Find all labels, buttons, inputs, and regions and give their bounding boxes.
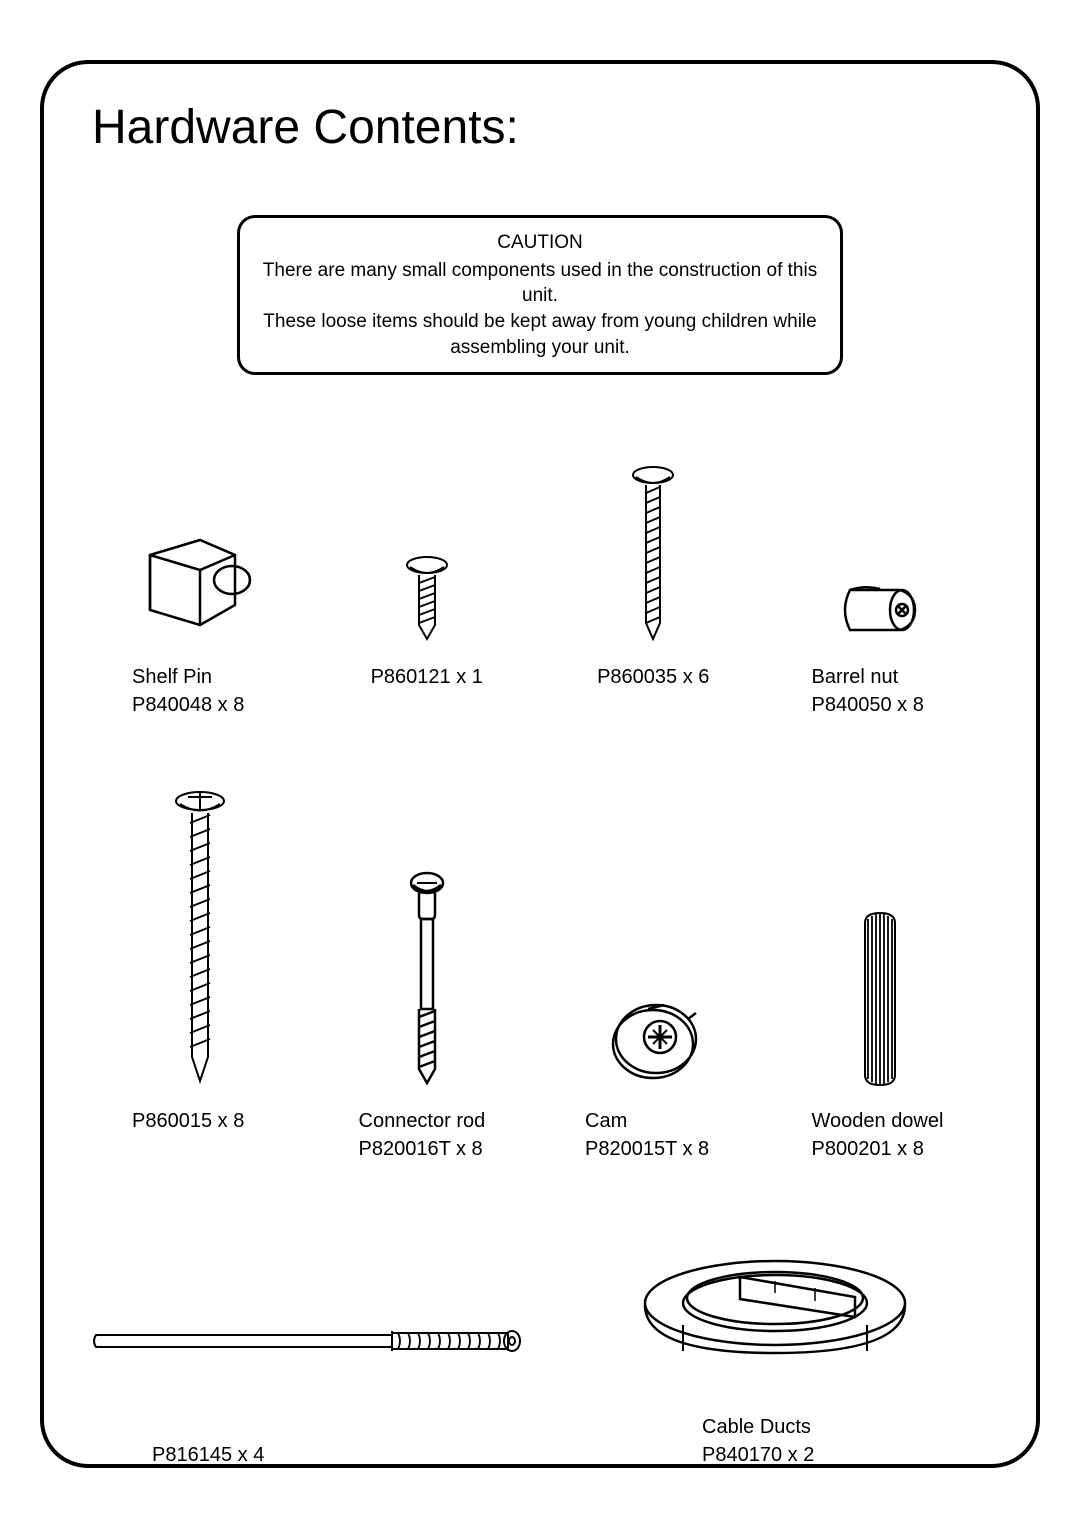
page-title: Hardware Contents:	[92, 100, 988, 155]
item-name: Barrel nut	[812, 663, 924, 691]
item-screw-coarse: P860015 x 8	[92, 789, 309, 1163]
cam-icon	[598, 989, 708, 1089]
long-bolt-icon	[92, 1321, 522, 1361]
screw-small-icon	[402, 555, 452, 645]
hardware-row-3: P816145 x 4 Cable Ducts	[92, 1243, 988, 1469]
item-name: Connector rod	[359, 1107, 486, 1135]
caution-line: These loose items should be kept away fr…	[263, 311, 816, 332]
caution-line: There are many small components used in …	[263, 260, 817, 307]
wooden-dowel-icon	[850, 909, 910, 1089]
caution-heading: CAUTION	[260, 230, 820, 256]
barrel-nut-icon	[830, 575, 930, 645]
item-name: Wooden dowel	[812, 1107, 944, 1135]
item-screw-small: P860121 x 1	[319, 465, 536, 719]
item-name: Cable Ducts	[702, 1413, 814, 1441]
item-barrel-nut: Barrel nut P840050 x 8	[772, 465, 989, 719]
hardware-grid: Shelf Pin P840048 x 8 P860121 x 1	[92, 465, 988, 1163]
item-name: Shelf Pin	[132, 663, 244, 691]
caution-line: assembling your unit.	[450, 337, 630, 358]
item-code: P816145 x 4	[152, 1441, 264, 1469]
item-name: Cam	[585, 1107, 709, 1135]
connector-rod-icon	[397, 869, 457, 1089]
item-code: P840048 x 8	[132, 691, 244, 719]
cable-ducts-icon	[625, 1243, 925, 1383]
item-code: P860035 x 6	[597, 663, 709, 691]
item-long-bolt: P816145 x 4	[92, 1271, 522, 1469]
item-screw-long: P860035 x 6	[545, 465, 762, 719]
item-cable-ducts: Cable Ducts P840170 x 2	[562, 1243, 988, 1469]
item-code: P860121 x 1	[371, 663, 483, 691]
caution-box: CAUTION There are many small components …	[237, 215, 843, 375]
item-shelf-pin: Shelf Pin P840048 x 8	[92, 465, 309, 719]
item-code: P840050 x 8	[812, 691, 924, 719]
item-code: P860015 x 8	[132, 1107, 244, 1135]
item-cam: Cam P820015T x 8	[545, 789, 762, 1163]
screw-long-icon	[628, 465, 678, 645]
item-code: P820016T x 8	[359, 1135, 486, 1163]
item-code: P800201 x 8	[812, 1135, 944, 1163]
screw-coarse-icon	[170, 789, 230, 1089]
item-wooden-dowel: Wooden dowel P800201 x 8	[772, 789, 989, 1163]
item-code: P840170 x 2	[702, 1441, 814, 1469]
item-connector-rod: Connector rod P820016T x 8	[319, 789, 536, 1163]
item-code: P820015T x 8	[585, 1135, 709, 1163]
shelf-pin-icon	[140, 535, 260, 645]
page-frame: Hardware Contents: CAUTION There are man…	[40, 60, 1040, 1468]
